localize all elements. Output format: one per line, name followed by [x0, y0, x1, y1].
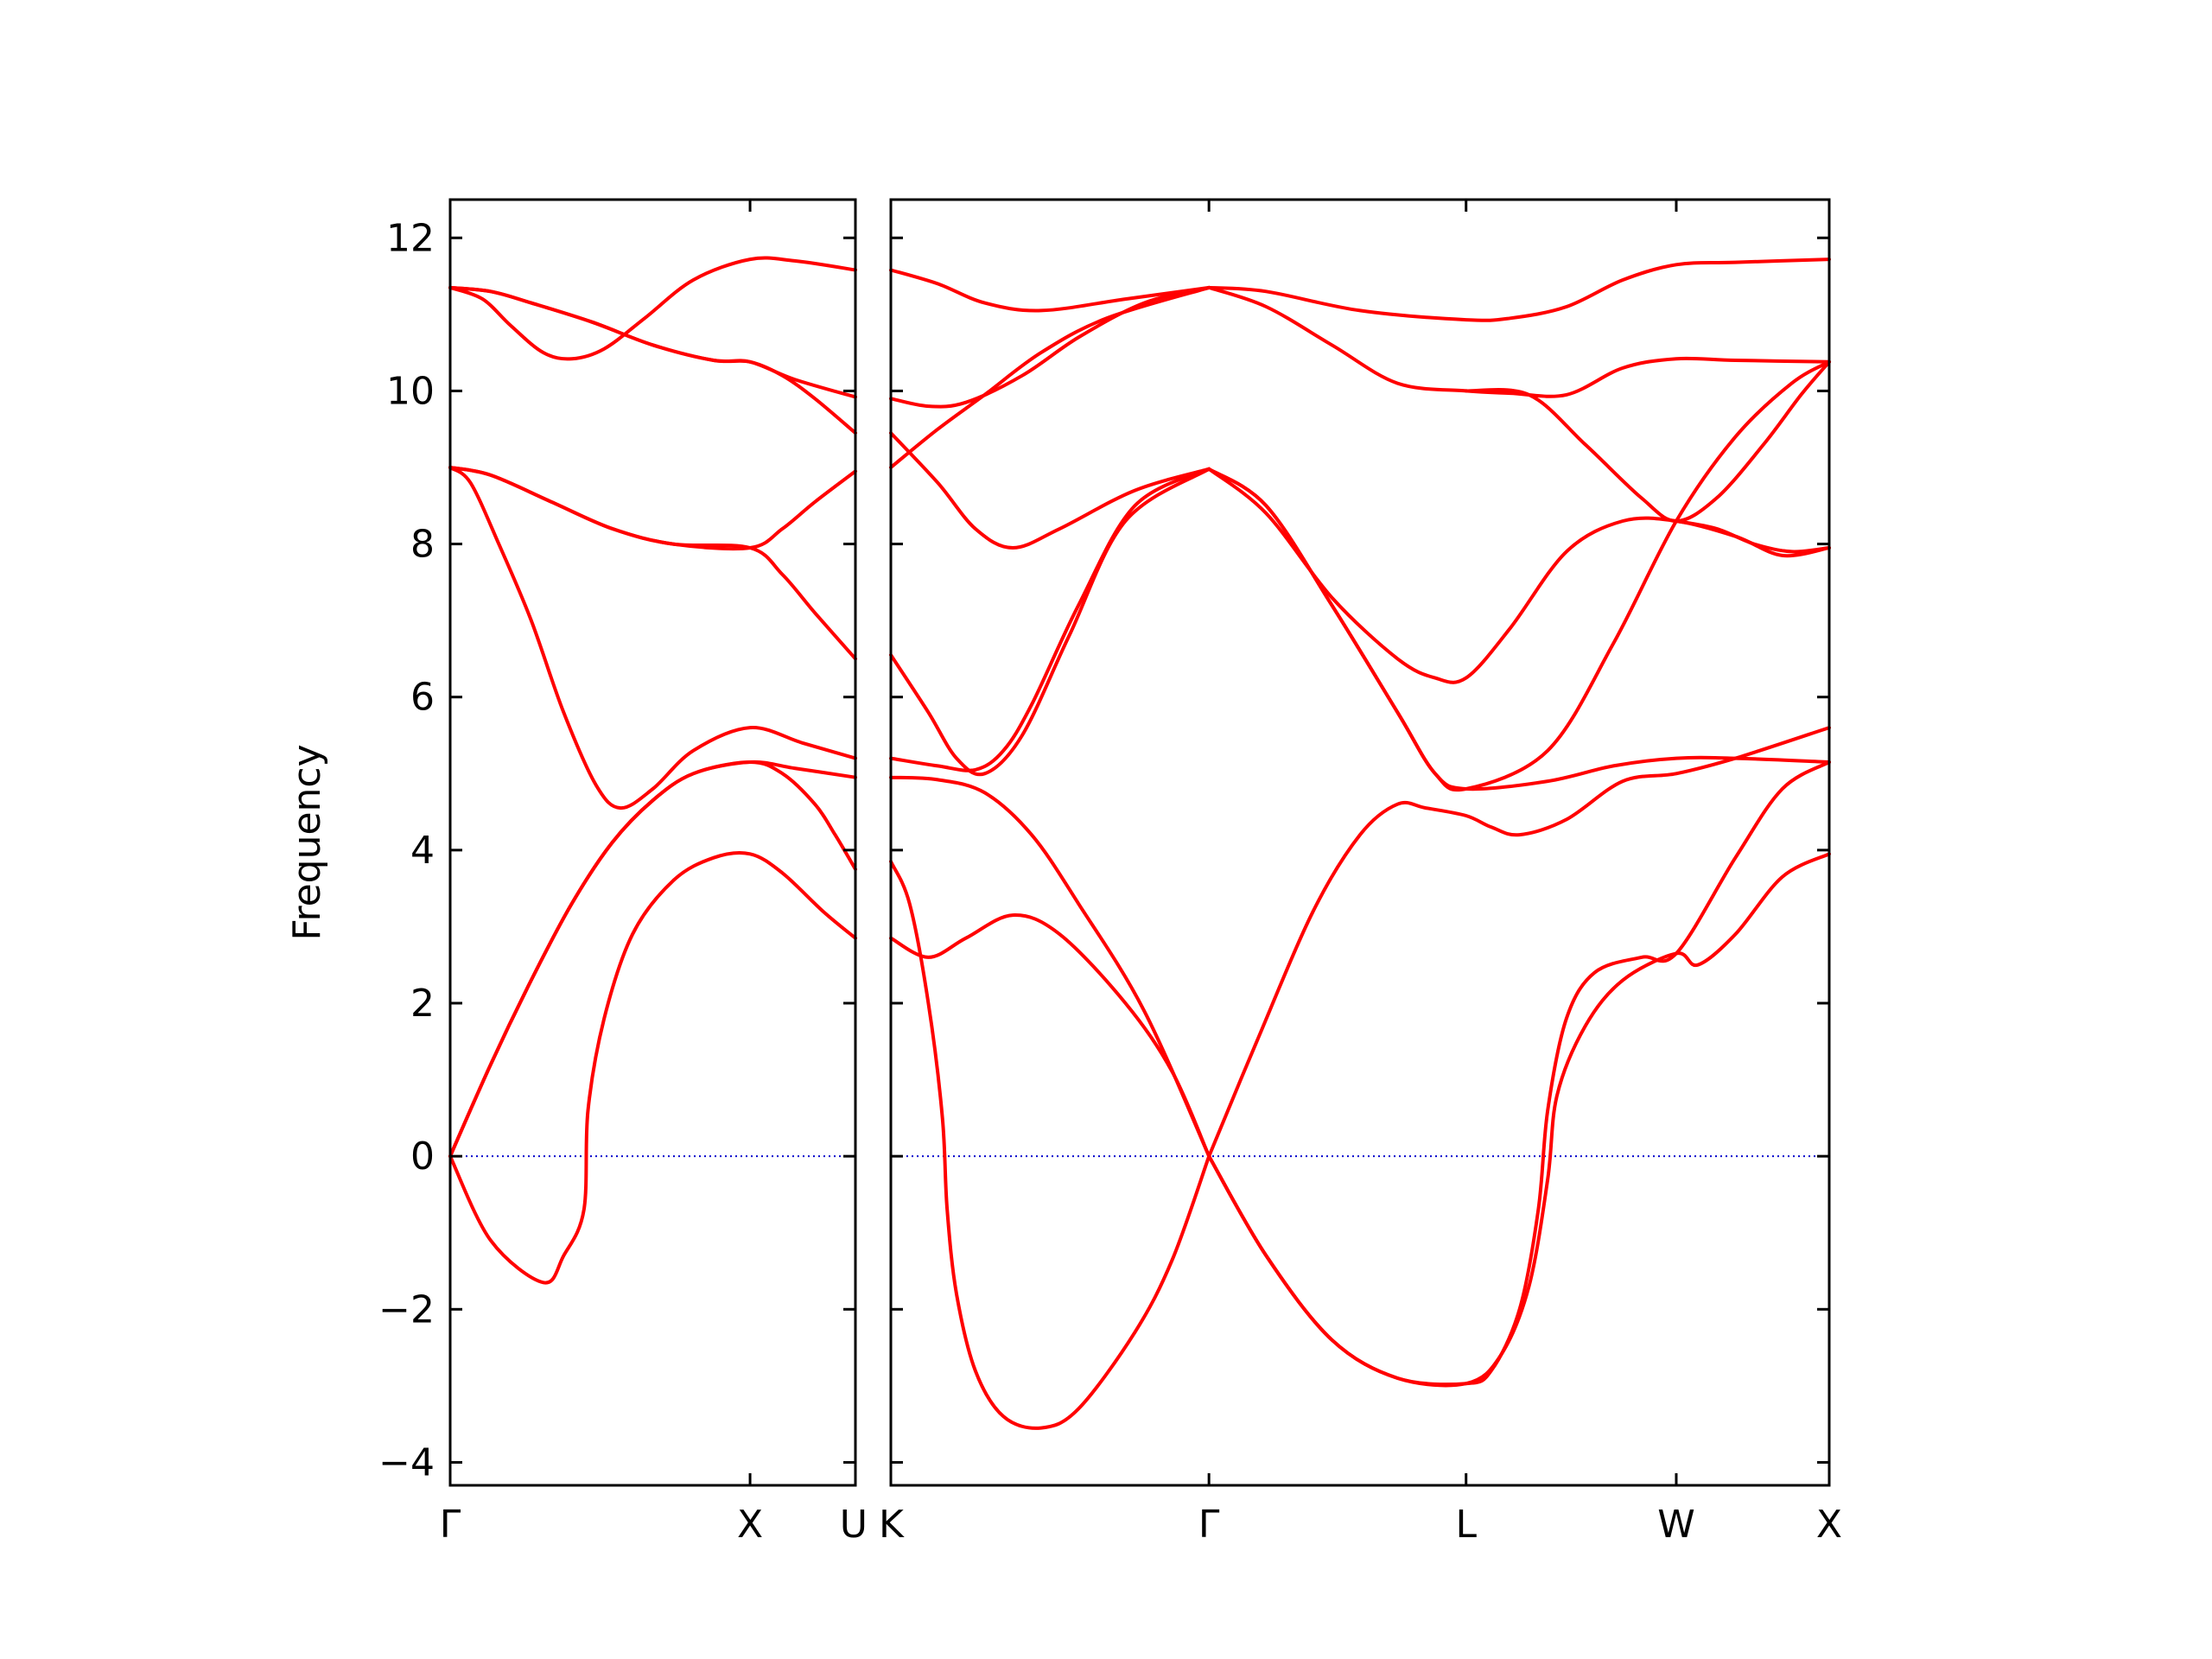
y-tick-label: 6 [410, 676, 435, 720]
band-right-13 [1207, 359, 1831, 792]
panel-frames [448, 198, 1831, 1487]
x-tick-label: K [879, 1503, 905, 1547]
band-right-8 [889, 285, 1211, 409]
x-tick-label: X [737, 1503, 763, 1547]
x-tick-label: U [840, 1503, 868, 1547]
y-tick-label: −4 [378, 1440, 435, 1484]
band-right-18 [1464, 359, 1831, 523]
x-tick-label: W [1657, 1503, 1695, 1547]
x-tick-label: X [1816, 1503, 1842, 1547]
band-right-10 [1207, 726, 1831, 1159]
band-right-6 [889, 431, 1211, 550]
band-left-2 [448, 760, 857, 1159]
band-right-17 [1207, 257, 1831, 322]
y-tick-label: 0 [410, 1135, 435, 1179]
band-right-7 [889, 285, 1211, 469]
band-right-14 [1207, 467, 1831, 684]
axis-ticks [448, 200, 1831, 1485]
right-panel-frame [889, 198, 1831, 1487]
band-right-19 [1675, 519, 1831, 554]
band-right-3 [889, 775, 1211, 1159]
bands [448, 256, 1831, 1430]
band-right-16 [1207, 285, 1831, 398]
band-left-6 [448, 466, 857, 551]
band-right-15 [1207, 467, 1831, 791]
band-right-1 [889, 860, 1211, 1430]
y-tick-labels: −4 −2 0 2 4 6 8 10 12 [378, 216, 435, 1484]
y-tick-label: 2 [410, 982, 435, 1026]
y-axis-label: Frequency [285, 744, 329, 940]
left-panel-frame [448, 198, 857, 1487]
band-left-9 [448, 285, 857, 399]
x-tick-label: Γ [440, 1503, 461, 1547]
x-tick-label: L [1455, 1503, 1477, 1547]
band-right-12 [1207, 852, 1831, 1388]
y-tick-label: 8 [410, 523, 435, 567]
band-left-1 [448, 850, 857, 1285]
band-right-5 [889, 467, 1211, 777]
band-right-4 [889, 467, 1211, 772]
y-tick-label: 10 [386, 369, 435, 413]
band-right-9 [889, 268, 1211, 313]
y-tick-label: −2 [378, 1287, 435, 1332]
band-left-4 [448, 466, 857, 810]
band-right-11 [1207, 760, 1831, 1387]
band-left-3 [448, 760, 857, 1159]
band-left-5 [448, 466, 857, 661]
x-tick-label: Γ [1198, 1503, 1220, 1547]
y-tick-label: 12 [386, 216, 435, 260]
y-tick-label: 4 [410, 829, 435, 873]
band-left-8 [448, 256, 857, 361]
band-right-2 [889, 913, 1211, 1159]
